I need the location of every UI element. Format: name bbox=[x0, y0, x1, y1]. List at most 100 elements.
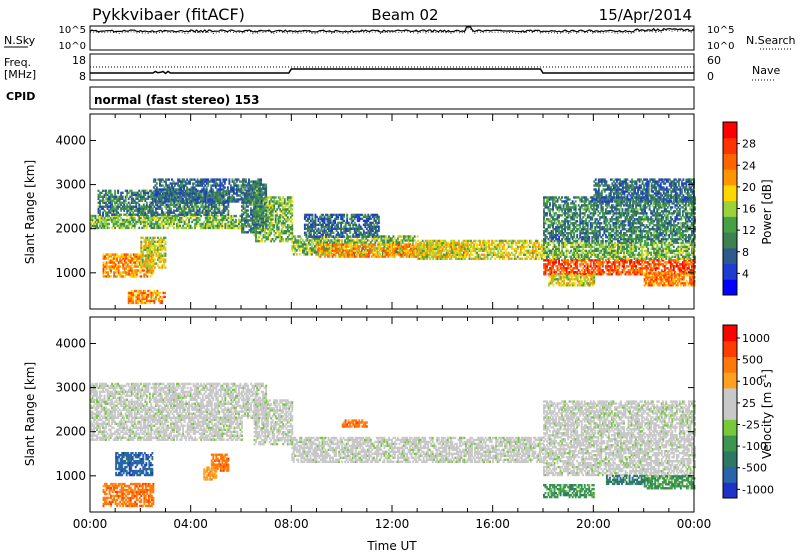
heatmap-cell bbox=[231, 188, 234, 191]
heatmap-cell bbox=[318, 239, 321, 242]
heatmap-cell bbox=[161, 184, 164, 187]
heatmap-cell bbox=[115, 209, 118, 212]
heatmap-cell bbox=[146, 236, 149, 240]
heatmap-cell bbox=[208, 180, 211, 183]
heatmap-cell bbox=[207, 178, 210, 181]
heatmap-cell bbox=[259, 215, 262, 218]
heatmap-cell bbox=[144, 262, 147, 265]
heatmap-cell bbox=[222, 214, 225, 218]
heatmap-cell bbox=[206, 226, 209, 230]
heatmap-cell bbox=[350, 237, 353, 240]
heatmap-cell bbox=[297, 245, 300, 248]
heatmap-cell bbox=[254, 185, 257, 188]
freq-unit-label: [MHz] bbox=[4, 68, 36, 81]
heatmap-cell bbox=[386, 247, 389, 250]
heatmap-cell bbox=[160, 190, 163, 193]
heatmap-cell bbox=[108, 199, 111, 202]
heatmap-cell bbox=[259, 239, 262, 243]
heatmap-cell bbox=[137, 261, 140, 264]
heatmap-cell bbox=[120, 275, 123, 278]
heatmap-cell bbox=[163, 201, 166, 204]
heatmap-cell bbox=[151, 209, 154, 212]
heatmap-cell bbox=[91, 224, 94, 228]
heatmap-cell bbox=[327, 249, 330, 252]
heatmap-cell bbox=[139, 207, 142, 210]
heatmap-cell bbox=[118, 199, 121, 202]
heatmap-cell bbox=[360, 239, 363, 242]
heatmap-cell bbox=[217, 178, 220, 181]
heatmap-cell bbox=[279, 232, 282, 235]
heatmap-cell bbox=[139, 289, 142, 293]
heatmap-cell bbox=[291, 200, 294, 203]
heatmap-cell bbox=[182, 189, 185, 193]
heatmap-cell bbox=[138, 289, 141, 293]
heatmap-cell bbox=[132, 193, 135, 197]
freq-label: Freq. bbox=[4, 56, 31, 69]
heatmap-cell bbox=[194, 205, 197, 208]
heatmap-cell bbox=[270, 196, 273, 199]
heatmap-cell bbox=[97, 205, 100, 208]
heatmap-cell bbox=[273, 226, 276, 229]
heatmap-cell bbox=[153, 211, 156, 214]
heatmap-cell bbox=[173, 222, 175, 226]
heatmap-cell bbox=[117, 203, 120, 206]
heatmap-cell bbox=[173, 211, 175, 214]
heatmap-cell bbox=[182, 199, 185, 202]
heatmap-cell bbox=[317, 251, 319, 254]
heatmap-cell bbox=[204, 218, 207, 222]
heatmap-cell bbox=[306, 239, 309, 242]
heatmap-cell bbox=[320, 237, 322, 240]
heatmap-cell bbox=[178, 188, 181, 191]
heatmap-cell bbox=[141, 297, 144, 301]
heatmap-cell bbox=[151, 191, 154, 195]
heatmap-cell bbox=[159, 258, 162, 261]
heatmap-cell bbox=[139, 211, 142, 214]
heatmap-cell bbox=[198, 194, 201, 197]
heatmap-cell bbox=[141, 255, 144, 258]
heatmap-cell bbox=[165, 222, 168, 226]
heatmap-cell bbox=[134, 273, 137, 276]
heatmap-cell bbox=[288, 230, 291, 233]
heatmap-cell bbox=[359, 253, 362, 256]
heatmap-cell bbox=[93, 222, 95, 226]
heatmap-cell bbox=[312, 249, 315, 252]
heatmap-cell bbox=[383, 245, 386, 248]
heatmap-cell bbox=[196, 178, 199, 181]
heatmap-cell bbox=[164, 260, 167, 263]
heatmap-cell bbox=[161, 254, 164, 257]
heatmap-cell bbox=[119, 265, 122, 268]
heatmap-cell bbox=[257, 183, 260, 186]
heatmap-cell bbox=[135, 197, 138, 200]
heatmap-cell bbox=[270, 204, 273, 207]
heatmap-cell bbox=[104, 263, 106, 266]
heatmap-cell bbox=[204, 184, 207, 187]
heatmap-cell bbox=[109, 203, 112, 206]
heatmap-cell bbox=[381, 253, 384, 256]
heatmap-cell bbox=[294, 249, 297, 252]
heatmap-cell bbox=[152, 194, 155, 197]
heatmap-cell bbox=[326, 241, 328, 244]
heatmap-cell bbox=[256, 217, 259, 220]
heatmap-cell bbox=[99, 209, 101, 212]
heatmap-cell bbox=[263, 185, 266, 188]
heatmap-cell bbox=[94, 218, 97, 222]
heatmap-cell bbox=[148, 209, 151, 212]
heatmap-cell bbox=[108, 201, 111, 204]
heatmap-cell bbox=[304, 247, 307, 250]
heatmap-cell bbox=[298, 239, 301, 242]
heatmap-cell bbox=[159, 242, 162, 245]
heatmap-cell bbox=[165, 216, 168, 220]
heatmap-cell bbox=[189, 226, 192, 230]
heatmap-cell bbox=[171, 224, 174, 228]
heatmap-cell bbox=[216, 224, 219, 228]
heatmap-cell bbox=[244, 209, 246, 212]
heatmap-cell bbox=[204, 205, 207, 208]
heatmap-cell bbox=[228, 182, 231, 185]
heatmap-cell bbox=[242, 191, 245, 194]
heatmap-cell bbox=[94, 220, 97, 224]
heatmap-cell bbox=[285, 230, 288, 233]
heatmap-cell bbox=[144, 273, 147, 276]
heatmap-cell bbox=[219, 188, 222, 191]
heatmap-cell bbox=[177, 196, 179, 199]
heatmap-cell bbox=[216, 226, 219, 230]
